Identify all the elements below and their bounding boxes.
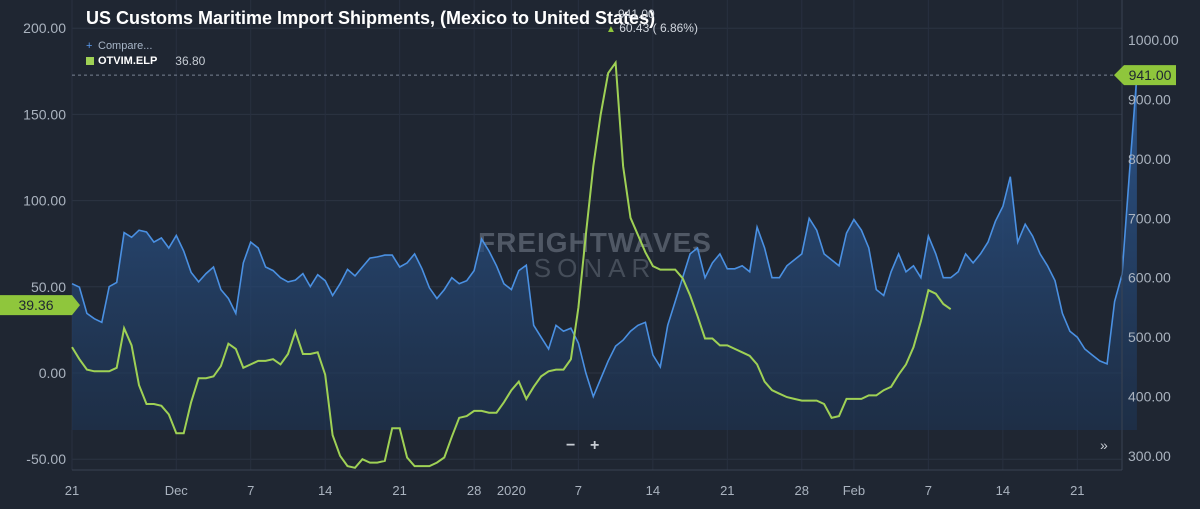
legend-series[interactable]: OTVIM.ELP 36.80 [86,53,205,68]
x-axis-tick: 21 [392,483,406,498]
series-value: 36.80 [175,53,206,68]
chart-title: US Customs Maritime Import Shipments, (M… [86,8,656,28]
current-value: 941.00 [618,7,655,21]
x-axis-tick: 7 [247,483,254,498]
x-axis-tick: 21 [1070,483,1084,498]
series-line-shipments [71,75,1138,399]
x-axis-tick: Dec [165,483,189,498]
current-value-labels: 941.00 39.36 [0,65,1176,316]
right-axis-tick: 800.00 [1128,151,1171,167]
watermark: FREIGHTWAVES SONAR [478,227,712,283]
series-swatch [86,56,94,65]
current-value-text-left: 39.36 [18,297,53,313]
plus-icon: + [86,39,93,52]
current-value-text-right: 941.00 [1129,67,1172,83]
x-axis-tick: 21 [65,483,79,498]
watermark-line1: FREIGHTWAVES [478,227,712,258]
x-axis-tick: 7 [925,483,932,498]
series-line-otvim [71,59,952,469]
current-value-flag-right [1114,65,1176,86]
series-layer [71,59,1138,469]
compare-button[interactable]: + Compare... [86,38,205,53]
series-name: OTVIM.ELP [98,54,158,67]
zoom-out-button[interactable]: − [566,437,576,454]
right-axis-tick: 700.00 [1128,210,1171,226]
x-axis-tick: 7 [575,483,582,498]
x-axis-tick: 14 [318,483,332,498]
right-axis-tick: 500.00 [1128,329,1171,345]
current-change: ▲ 60.43 ( 6.86%) [606,21,698,35]
legend: + Compare... OTVIM.ELP 36.80 [86,38,205,68]
axes: 200.00 150.00 100.00 50.00 0.00 -50.00 1000.00… [23,0,1179,498]
scroll-right-button[interactable]: » [1100,437,1108,453]
right-axis-tick: 1000.00 [1128,32,1179,48]
left-axis-tick: 200.00 [23,20,66,36]
up-arrow-icon: ▲ [606,24,616,35]
x-axis-tick: 28 [795,483,809,498]
x-axis-tick: 14 [646,483,660,498]
left-axis-tick: 100.00 [23,193,66,209]
x-axis-tick: 21 [720,483,734,498]
x-axis-tick: Feb [843,483,865,498]
x-axis-tick: 2020 [497,483,526,498]
left-axis-tick: 50.00 [31,279,66,295]
right-axis-tick: 400.00 [1128,389,1171,405]
change-text: 60.43 ( 6.86%) [619,21,698,35]
right-axis-tick: 300.00 [1128,448,1171,464]
zoom-in-button[interactable]: + [590,437,600,454]
x-axis-tick: 14 [996,483,1010,498]
current-value-flag-left [0,295,80,316]
series-area-shipments [72,75,1137,430]
left-axis-tick: 150.00 [23,106,66,122]
left-axis-tick: 0.00 [39,365,66,381]
right-axis-tick: 600.00 [1128,270,1171,286]
left-axis-tick: -50.00 [26,451,66,467]
watermark-line2: SONAR [534,253,656,283]
x-axis-tick: 28 [467,483,481,498]
compare-label: Compare... [98,39,153,52]
right-axis-tick: 900.00 [1128,91,1171,107]
